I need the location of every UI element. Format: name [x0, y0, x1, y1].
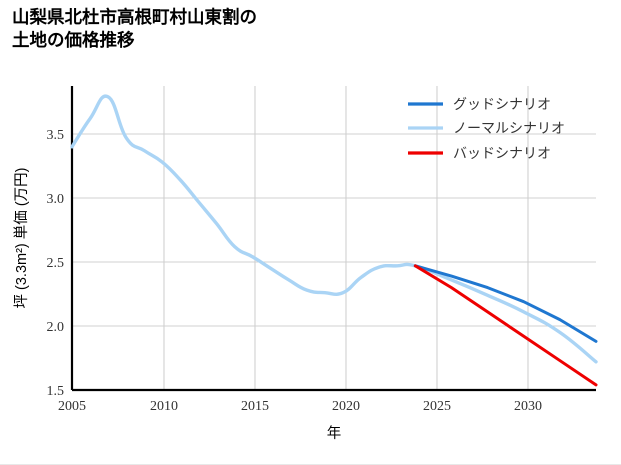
legend-label-good: グッドシナリオ	[453, 96, 551, 112]
series-line-ノーマルシナリオ	[70, 94, 598, 364]
x-tick-2030: 2030	[514, 399, 542, 414]
y-axis-title: 坪 (3.3m²) 単価 (万円)	[13, 168, 30, 309]
chart-legend: グッドシナリオ ノーマルシナリオ バッドシナリオ	[408, 96, 565, 161]
y-tick-1.5: 1.5	[47, 384, 65, 399]
legend-item-good[interactable]: グッドシナリオ	[408, 96, 551, 112]
x-tick-labels: 2005 2010 2015 2020 2025 2030	[58, 399, 542, 414]
x-tick-2010: 2010	[150, 399, 178, 414]
y-tick-3.0: 3.0	[47, 192, 65, 207]
x-tick-2025: 2025	[423, 399, 451, 414]
legend-item-normal[interactable]: ノーマルシナリオ	[408, 120, 565, 136]
x-axis-title: 年	[327, 425, 342, 442]
series-line-グッドシナリオ	[413, 264, 598, 343]
legend-item-bad[interactable]: バッドシナリオ	[408, 145, 551, 161]
series-line-バッドシナリオ	[413, 264, 598, 387]
x-tick-2015: 2015	[241, 399, 269, 414]
grid-lines	[72, 86, 596, 390]
x-tick-2020: 2020	[332, 399, 360, 414]
x-tick-2005: 2005	[58, 399, 86, 414]
page-title: 山梨県北杜市高根町村山東割の 土地の価格推移	[12, 7, 257, 51]
y-tick-labels: 3.5 3.0 2.5 2.0 1.5	[47, 128, 65, 399]
y-tick-2.0: 2.0	[47, 320, 65, 335]
legend-label-bad: バッドシナリオ	[453, 145, 551, 161]
data-series-group	[70, 94, 598, 387]
y-tick-2.5: 2.5	[47, 256, 65, 271]
y-tick-3.5: 3.5	[47, 128, 65, 143]
legend-label-normal: ノーマルシナリオ	[453, 120, 565, 136]
